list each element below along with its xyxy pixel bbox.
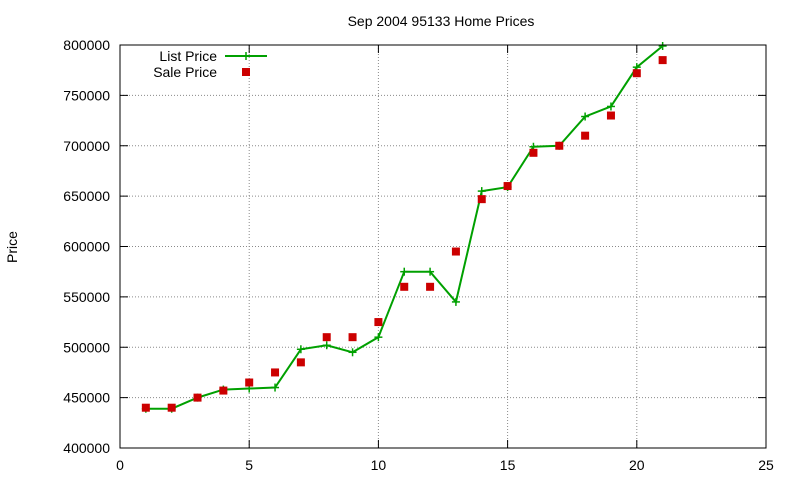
x-tick-label: 5 [245, 457, 253, 473]
sale-price-point [451, 247, 460, 256]
sale-price-point [348, 333, 357, 342]
axis-ticks: 400000 450000 500000 550000 600000 650000 7000… [63, 37, 774, 473]
sale-price-point [555, 141, 564, 150]
list-price-point [400, 267, 409, 276]
chart-title: Sep 2004 95133 Home Prices [348, 13, 535, 29]
y-tick-label: 800000 [63, 37, 110, 53]
x-tick-label: 0 [116, 457, 124, 473]
list-price-point [426, 267, 435, 276]
y-tick-label: 450000 [63, 390, 110, 406]
sale-price-point [400, 282, 409, 291]
sale-price-point [271, 368, 280, 377]
sale-price-point [606, 111, 615, 120]
sale-price-point [658, 56, 667, 65]
y-tick-label: 550000 [63, 289, 110, 305]
legend-label: Sale Price [153, 64, 217, 80]
list-price-point [271, 383, 280, 392]
sale-price-point [503, 182, 512, 191]
list-price-point [374, 333, 383, 342]
x-tick-label: 10 [371, 457, 387, 473]
y-tick-label: 400000 [63, 440, 110, 456]
legend-label: List Price [159, 48, 217, 64]
sale-price-point [632, 69, 641, 78]
sale-price-point [193, 393, 202, 402]
list-price-line [145, 45, 664, 410]
grid-lines [120, 45, 766, 448]
sale-price-point [245, 378, 254, 387]
list-price-point [451, 297, 460, 306]
sale-price-point [322, 333, 331, 342]
data-series [141, 42, 667, 413]
y-tick-label: 650000 [63, 188, 110, 204]
x-tick-label: 20 [629, 457, 645, 473]
sale-price-point [581, 131, 590, 140]
y-tick-label: 750000 [63, 87, 110, 103]
legend-square-swatch [242, 68, 250, 76]
list-price-point [348, 348, 357, 357]
x-tick-label: 15 [500, 457, 516, 473]
sale-price-point [477, 195, 486, 204]
list-price-point [296, 345, 305, 354]
sale-price-point [529, 148, 538, 157]
sale-price-point [167, 403, 176, 412]
sale-price-point [141, 403, 150, 412]
sale-price-point [219, 386, 228, 395]
legend-plus-swatch [242, 52, 250, 60]
y-tick-label: 500000 [63, 339, 110, 355]
sale-price-point [374, 318, 383, 327]
list-price-point [658, 42, 667, 51]
sale-price-point [296, 358, 305, 367]
list-price-point [581, 112, 590, 121]
list-price-point [322, 341, 331, 350]
y-tick-label: 600000 [63, 239, 110, 255]
y-tick-label: 700000 [63, 138, 110, 154]
y-axis-label: Price [4, 231, 20, 263]
plot-frame [119, 44, 767, 449]
list-price-point [477, 187, 486, 196]
sale-price-point [426, 282, 435, 291]
list-price-point [606, 102, 615, 111]
x-tick-label: 25 [758, 457, 774, 473]
